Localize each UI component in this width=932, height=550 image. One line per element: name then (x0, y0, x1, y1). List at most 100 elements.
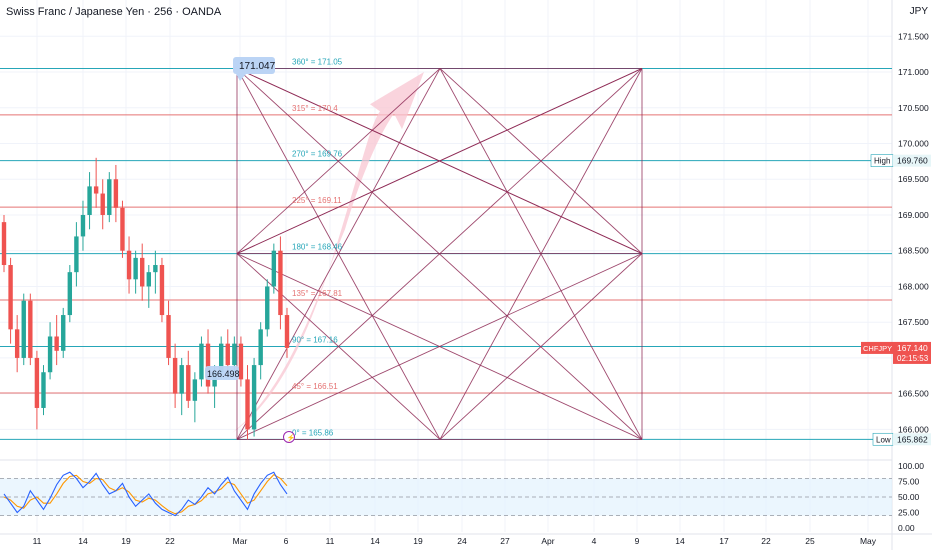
gann-level-labels: 360° = 171.05 315° = 170.4 270° = 169.76 22… (292, 57, 343, 437)
candle-body (113, 179, 119, 208)
low-value: 165.862 (897, 434, 928, 444)
price-tick-label: 170.500 (898, 103, 929, 113)
gann-level-label: 45° = 166.51 (292, 382, 338, 391)
candle-body (133, 257, 138, 280)
time-tick-label: 11 (326, 536, 335, 546)
candle-body (8, 265, 13, 330)
last-price: 167.140 (897, 343, 928, 353)
currency-label[interactable]: JPY (909, 6, 928, 17)
price-tick-label: 169.000 (898, 210, 929, 220)
candle-body (179, 365, 184, 394)
candle-body (28, 300, 33, 358)
candle-body (80, 214, 86, 237)
lightning-icon (283, 431, 295, 443)
gann-level-label: 315° = 170.4 (292, 104, 338, 113)
time-tick-label: 14 (78, 536, 88, 546)
time-tick-label: Apr (541, 536, 554, 546)
gann-square-line (439, 253, 643, 440)
gann-square (236, 68, 643, 440)
candle-body (87, 186, 92, 215)
candle-body (258, 329, 263, 366)
price-axis[interactable]: 100.00 75.00 50.00 25.00 0.00 171.500 171.000 1… (898, 31, 929, 533)
price-tick-label: 170.000 (898, 139, 929, 149)
candle-body (146, 272, 151, 287)
lightning-glyph: ⚡ (287, 433, 296, 442)
top-callout-value: 171.047 (239, 61, 276, 72)
candle-body (54, 336, 59, 351)
candle-body (271, 250, 277, 287)
candle-body (232, 343, 237, 366)
price-tick-label: 166.500 (898, 389, 929, 399)
gann-level-label: 90° = 167.16 (292, 335, 338, 344)
gann-square-line (236, 253, 441, 440)
high-value: 169.760 (897, 156, 928, 166)
stoch-d-line (3, 474, 288, 515)
candle-body (172, 357, 178, 394)
time-tick-label: 11 (33, 536, 42, 546)
time-tick-label: 24 (457, 536, 467, 546)
candle-body (218, 343, 224, 373)
time-tick-label: 22 (761, 536, 771, 546)
gann-level-label: 0° = 165.86 (292, 428, 334, 437)
gann-level-label: 135° = 167.81 (292, 289, 343, 298)
gann-level-label: 225° = 169.11 (292, 196, 342, 205)
countdown: 02:15:53 (897, 354, 929, 363)
projection-arrow (232, 72, 424, 433)
candle-body (74, 236, 79, 273)
gann-square-line (236, 68, 643, 254)
price-tick-label: 168.000 (898, 281, 929, 291)
time-tick-label: 9 (635, 536, 640, 546)
stoch-tick-label: 75.00 (898, 477, 920, 487)
low-tag-label: Low (876, 435, 891, 444)
time-tick-label: Mar (233, 536, 248, 546)
time-axis[interactable]: 11 14 19 22 Mar 6 11 14 19 24 27 Apr 4 9 14 17 22 25 May (33, 536, 877, 546)
symbol-tag: CHFJPY (863, 344, 892, 353)
candle-body (107, 179, 112, 215)
time-tick-label: 19 (413, 536, 423, 546)
candle-body (126, 250, 132, 280)
candle-body (278, 250, 283, 316)
stoch-k-line (3, 471, 288, 517)
time-tick-label: 14 (675, 536, 685, 546)
bottom-callout-value: 166.498 (207, 369, 240, 379)
candle-body (34, 357, 40, 408)
top-callout-pointer (236, 74, 246, 81)
time-tick-label: May (860, 536, 877, 546)
stochastic-pane (0, 471, 892, 517)
candlestick-series (1, 157, 290, 440)
symbol-tag-box (861, 341, 893, 354)
candle-body (14, 329, 20, 358)
gann-level-label: 360° = 171.05 (292, 57, 343, 66)
candle-body (186, 365, 191, 401)
last-price-box (893, 341, 931, 364)
candle-body (245, 379, 250, 430)
price-tags: High 169.760 Low 165.862 CHFJPY 167.14002:15:… (861, 154, 931, 446)
candle-body (205, 343, 211, 387)
candle-body (1, 222, 7, 266)
gann-level-label: 180° = 168.46 (292, 243, 343, 252)
gann-level-label: 270° = 169.76 (292, 150, 343, 159)
candle-body (238, 343, 244, 380)
candle-body (265, 286, 270, 330)
candle-body (120, 207, 125, 251)
price-tick-label: 171.500 (898, 31, 929, 41)
low-value-box (893, 433, 931, 446)
stoch-tick-label: 25.00 (898, 508, 920, 518)
stoch-tick-label: 0.00 (898, 523, 915, 533)
price-callouts: 171.047 166.498 ⚡ (205, 57, 295, 443)
gann-square-line (236, 253, 643, 440)
candle-body (153, 265, 158, 273)
time-tick-label: 17 (719, 536, 729, 546)
time-tick-label: 25 (805, 536, 815, 546)
time-tick-label: 6 (284, 536, 289, 546)
candle-body (21, 300, 26, 358)
candle-body (41, 372, 46, 408)
candle-body (284, 315, 290, 348)
candle-body (93, 186, 99, 194)
candle-body (225, 343, 230, 366)
candle-body (166, 315, 171, 358)
projection-arrow-shape (232, 72, 424, 433)
gann-square-line (236, 68, 441, 254)
